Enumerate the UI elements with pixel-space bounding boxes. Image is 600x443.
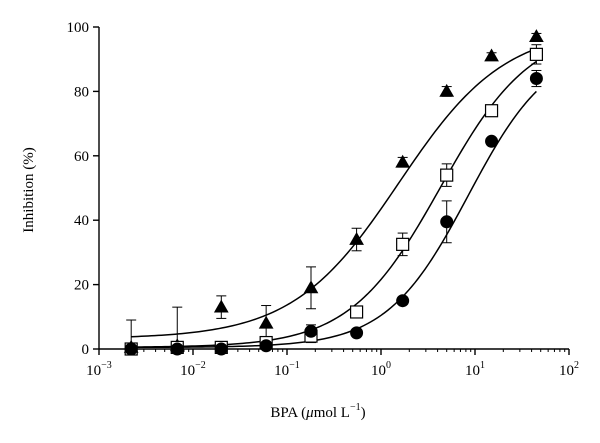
fit-curve-triangle bbox=[131, 47, 537, 338]
data-point-triangle bbox=[484, 48, 499, 62]
fit-curve-circle bbox=[131, 90, 537, 349]
data-point-circle bbox=[259, 339, 273, 353]
fit-curves bbox=[131, 47, 537, 349]
y-tick-label: 100 bbox=[67, 20, 90, 36]
x-tick-label: 10−3 bbox=[86, 360, 112, 379]
data-point-triangle bbox=[258, 315, 274, 329]
data-point-triangle bbox=[213, 299, 229, 313]
data-point-circle bbox=[124, 342, 138, 356]
x-tick-label: 100 bbox=[371, 360, 391, 379]
data-point-circle bbox=[350, 326, 364, 340]
x-tick-label: 10−1 bbox=[274, 360, 300, 379]
data-point-circle bbox=[304, 324, 318, 338]
data-point-circle bbox=[440, 215, 454, 229]
data-point-circle bbox=[396, 294, 410, 308]
error-bars bbox=[126, 32, 542, 350]
y-tick-label: 20 bbox=[74, 278, 89, 294]
x-tick-label: 102 bbox=[559, 360, 579, 379]
data-point-triangle bbox=[439, 83, 455, 97]
axes bbox=[98, 27, 569, 350]
fit-curve-square bbox=[131, 60, 537, 348]
y-tick-label: 40 bbox=[74, 213, 89, 229]
data-point-triangle bbox=[349, 232, 364, 245]
data-point-circle bbox=[485, 134, 499, 148]
y-tick-label: 80 bbox=[74, 84, 89, 100]
data-point-square bbox=[349, 305, 364, 319]
data-points bbox=[123, 29, 544, 356]
data-point-square bbox=[484, 104, 499, 118]
ticks: 0 20 40 60 80 100 10−3 10−2 10−1 100 101 102 bbox=[67, 20, 580, 379]
data-point-triangle bbox=[529, 29, 544, 43]
x-tick-label: 101 bbox=[465, 360, 485, 379]
y-tick-label: 0 bbox=[82, 342, 90, 358]
data-point-square bbox=[396, 237, 410, 251]
data-point-circle bbox=[529, 72, 543, 86]
data-point-triangle bbox=[303, 280, 319, 294]
data-point-triangle bbox=[395, 154, 411, 168]
data-point-square bbox=[529, 47, 544, 61]
data-point-square bbox=[440, 168, 454, 182]
data-point-circle bbox=[214, 342, 228, 356]
x-axis-title: BPA (μmol L−1) bbox=[270, 402, 365, 421]
data-point-circle bbox=[170, 342, 184, 356]
y-tick-label: 60 bbox=[74, 149, 89, 165]
y-axis-title: Inhibition (%) bbox=[21, 147, 37, 232]
x-tick-label: 10−2 bbox=[180, 360, 206, 379]
